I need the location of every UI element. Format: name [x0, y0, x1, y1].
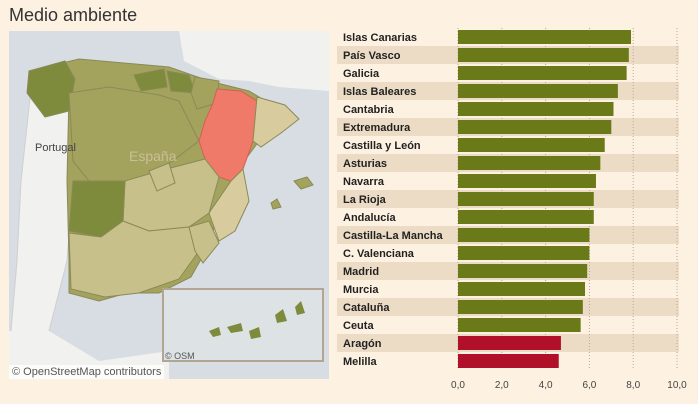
- category-label: Madrid: [343, 266, 379, 278]
- region-c-valenciana[interactable]: [208, 167, 250, 242]
- map-attribution[interactable]: © OpenStreetMap contributors: [9, 365, 165, 379]
- chart-title: Medio ambiente: [9, 5, 138, 25]
- x-tick-label: 4,0: [539, 380, 553, 391]
- category-label: Extremadura: [343, 122, 411, 134]
- bar[interactable]: [458, 246, 590, 260]
- canarias-island: [295, 301, 305, 315]
- region-galicia[interactable]: [26, 60, 76, 118]
- region-cantabria[interactable]: [133, 68, 168, 92]
- bar[interactable]: [458, 48, 629, 62]
- france-land: [179, 31, 329, 91]
- category-label: País Vasco: [343, 50, 401, 62]
- canarias-island: [227, 323, 243, 333]
- bar-chart: Islas Canarias País Vasco Galicia Islas Bal…: [337, 28, 687, 391]
- bar[interactable]: [458, 174, 596, 188]
- bar[interactable]: [458, 210, 594, 224]
- bar[interactable]: [458, 354, 559, 368]
- bar[interactable]: [458, 138, 605, 152]
- category-label: Galicia: [343, 68, 380, 80]
- x-tick-label: 0,0: [451, 380, 465, 391]
- map-label-espana: España: [129, 148, 177, 164]
- bar[interactable]: [458, 282, 586, 296]
- region-cataluna[interactable]: [252, 96, 300, 148]
- category-label: La Rioja: [343, 194, 387, 206]
- inset-attribution: © OSM: [165, 351, 195, 361]
- bar[interactable]: [458, 192, 594, 206]
- category-label: Islas Canarias: [343, 32, 417, 44]
- bar[interactable]: [458, 30, 632, 44]
- region-castilla-y-leon[interactable]: [68, 86, 200, 182]
- x-tick-label: 2,0: [495, 380, 509, 391]
- bar[interactable]: [458, 156, 601, 170]
- bar[interactable]: [458, 120, 612, 134]
- region-islas-baleares[interactable]: [293, 176, 314, 190]
- category-label: C. Valenciana: [343, 248, 415, 260]
- map-canvas: Portugal España © OSM: [9, 31, 329, 379]
- region-madrid[interactable]: [148, 162, 176, 192]
- region-navarra[interactable]: [190, 76, 220, 110]
- spain-map[interactable]: Portugal España © OSM © OpenStreetMap co…: [9, 31, 329, 379]
- category-label: Cataluña: [343, 302, 390, 314]
- x-tick-label: 8,0: [626, 380, 640, 391]
- region-murcia[interactable]: [188, 220, 220, 264]
- category-label: Islas Baleares: [343, 86, 416, 98]
- region-ibiza: [270, 198, 282, 210]
- bar[interactable]: [458, 318, 581, 332]
- category-label: Aragón: [343, 338, 382, 350]
- bar[interactable]: [458, 84, 618, 98]
- category-label: Asturias: [343, 158, 387, 170]
- bar[interactable]: [458, 336, 561, 350]
- category-label: Ceuta: [343, 320, 374, 332]
- bar[interactable]: [458, 66, 627, 80]
- map-label-portugal: Portugal: [35, 142, 76, 154]
- category-label: Andalucía: [343, 212, 396, 224]
- category-label: Cantabria: [343, 104, 395, 116]
- x-tick-label: 6,0: [582, 380, 596, 391]
- category-label: Castilla y León: [343, 140, 421, 152]
- category-label: Castilla-La Mancha: [343, 230, 444, 242]
- canarias-inset: [162, 288, 324, 362]
- category-label: Navarra: [343, 176, 385, 188]
- category-label: Murcia: [343, 284, 379, 296]
- bar[interactable]: [458, 102, 614, 116]
- canarias-island: [249, 327, 261, 339]
- canarias-island: [209, 327, 221, 337]
- canarias-island: [275, 309, 287, 323]
- region-aragon[interactable]: [198, 88, 258, 182]
- bar[interactable]: [458, 300, 583, 314]
- category-label: Melilla: [343, 356, 378, 368]
- x-tick-label: 10,0: [667, 380, 687, 391]
- bar[interactable]: [458, 228, 590, 242]
- bar[interactable]: [458, 264, 588, 278]
